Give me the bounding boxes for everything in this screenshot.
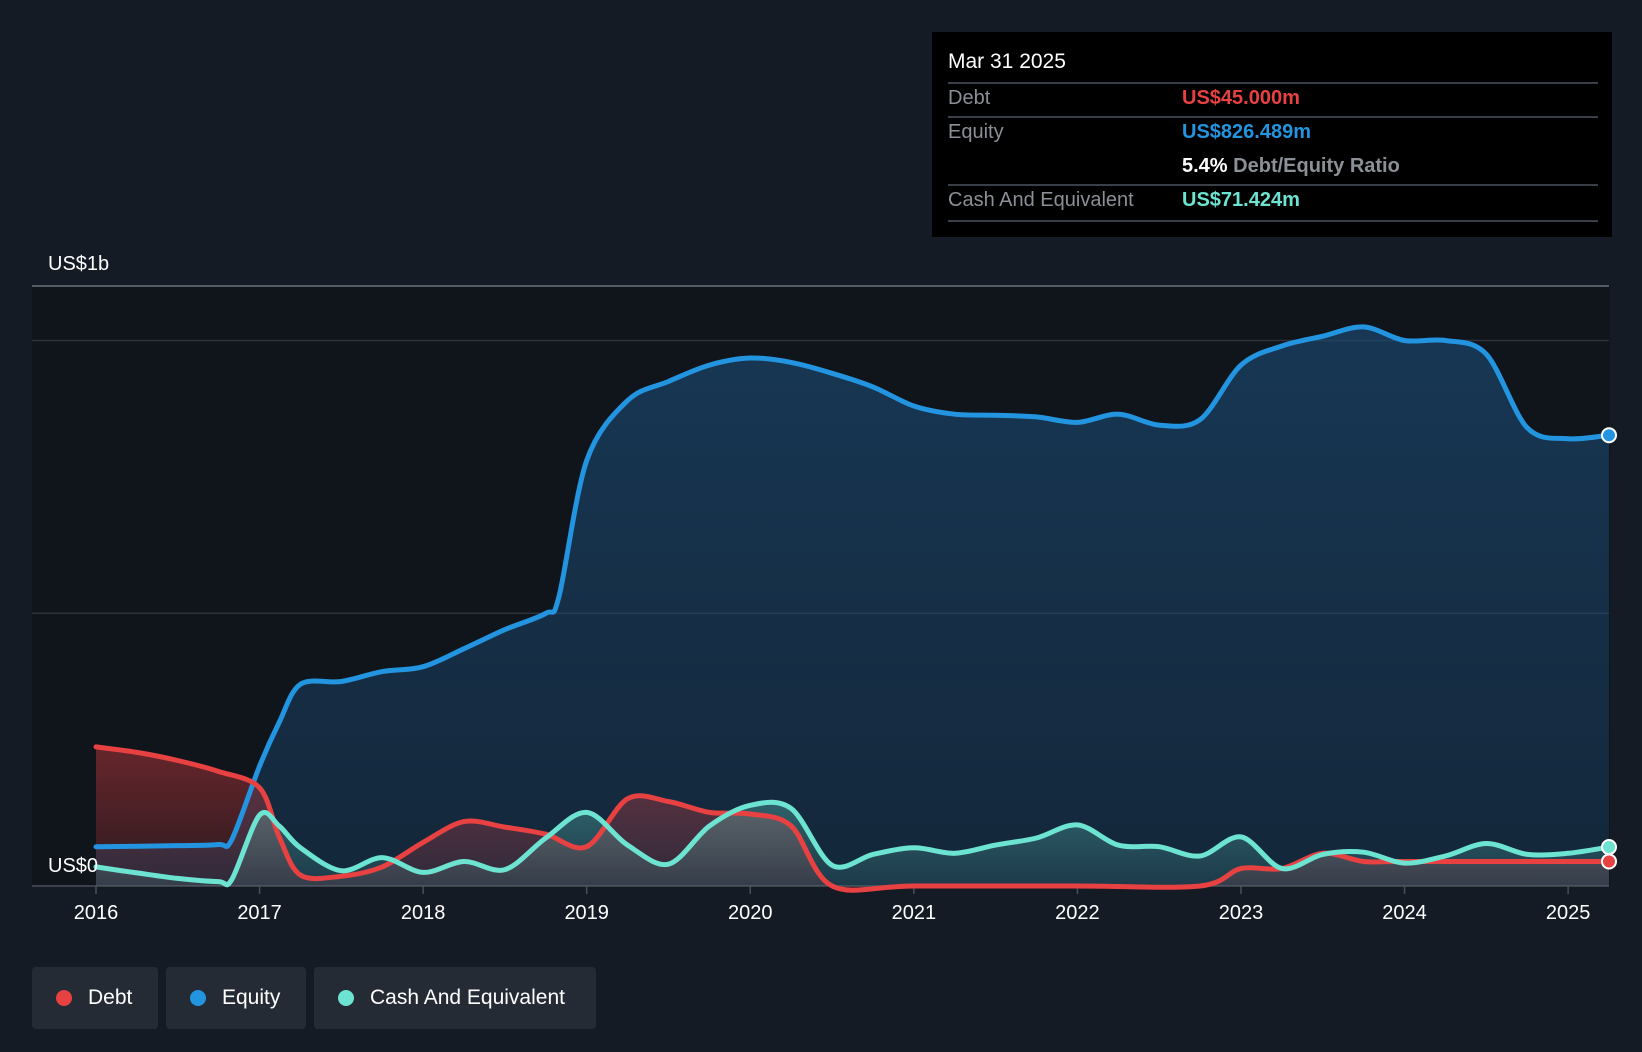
tooltip-ratio-label: Debt/Equity Ratio (1233, 155, 1400, 177)
axis-labels: US$0 US$1b 2016 2017 2018 2019 2020 2021 2022 202… (48, 253, 1590, 924)
x-tick-label: 2023 (1219, 902, 1264, 924)
tooltip-debt-label: Debt (948, 87, 991, 109)
debt-end-point (1601, 853, 1617, 870)
x-tick-label: 2024 (1382, 902, 1427, 924)
equity-area (96, 326, 1609, 886)
y-tick-label: US$1b (48, 253, 109, 275)
equity-dot-icon (190, 990, 206, 1006)
tooltip-equity-value: US$826.489m (1182, 121, 1311, 143)
tooltip-cash-value: US$71.424m (1182, 189, 1300, 211)
x-tick-label: 2018 (401, 902, 446, 924)
legend-cash-label: Cash And Equivalent (370, 986, 565, 1009)
tooltip-equity-label: Equity (948, 121, 1004, 143)
cash-end-point (1601, 839, 1617, 856)
x-tick-label: 2025 (1546, 902, 1591, 924)
x-tick-label: 2016 (74, 902, 119, 924)
tooltip-cash-label: Cash And Equivalent (948, 189, 1134, 211)
series-lines (93, 324, 1612, 893)
tooltip-ratio-value: 5.4% (1182, 155, 1228, 177)
x-tick-label: 2021 (892, 902, 937, 924)
legend-cash[interactable]: Cash And Equivalent (314, 967, 596, 1029)
x-tick-label: 2022 (1055, 902, 1100, 924)
tooltip-divider (948, 82, 1598, 84)
tooltip-divider (948, 220, 1598, 222)
tooltip-debt-value: US$45.000m (1182, 87, 1300, 109)
equity-line (93, 324, 1612, 850)
cash-line (93, 799, 1612, 888)
debt-line (93, 744, 1612, 893)
legend-debt[interactable]: Debt (32, 967, 158, 1029)
y-tick-label: US$0 (48, 855, 98, 877)
x-tick-label: 2020 (728, 902, 773, 924)
x-tick-label: 2017 (237, 902, 282, 924)
legend-debt-label: Debt (88, 986, 133, 1009)
x-tick-label: 2019 (564, 902, 609, 924)
tooltip-divider (948, 116, 1598, 118)
tooltip-ratio: 5.4% Debt/Equity Ratio (1182, 155, 1400, 178)
tooltip-date: Mar 31 2025 (948, 50, 1066, 73)
value-tooltip: Mar 31 2025 Debt US$45.000m Equity US$82… (932, 32, 1612, 237)
debt-dot-icon (56, 990, 72, 1006)
tooltip-divider (948, 184, 1598, 186)
cash-dot-icon (338, 990, 354, 1006)
legend-equity[interactable]: Equity (166, 967, 306, 1029)
legend-equity-label: Equity (222, 986, 281, 1009)
end-markers (1601, 427, 1617, 870)
debt-area (96, 746, 1609, 891)
equity-end-point (1601, 427, 1617, 444)
